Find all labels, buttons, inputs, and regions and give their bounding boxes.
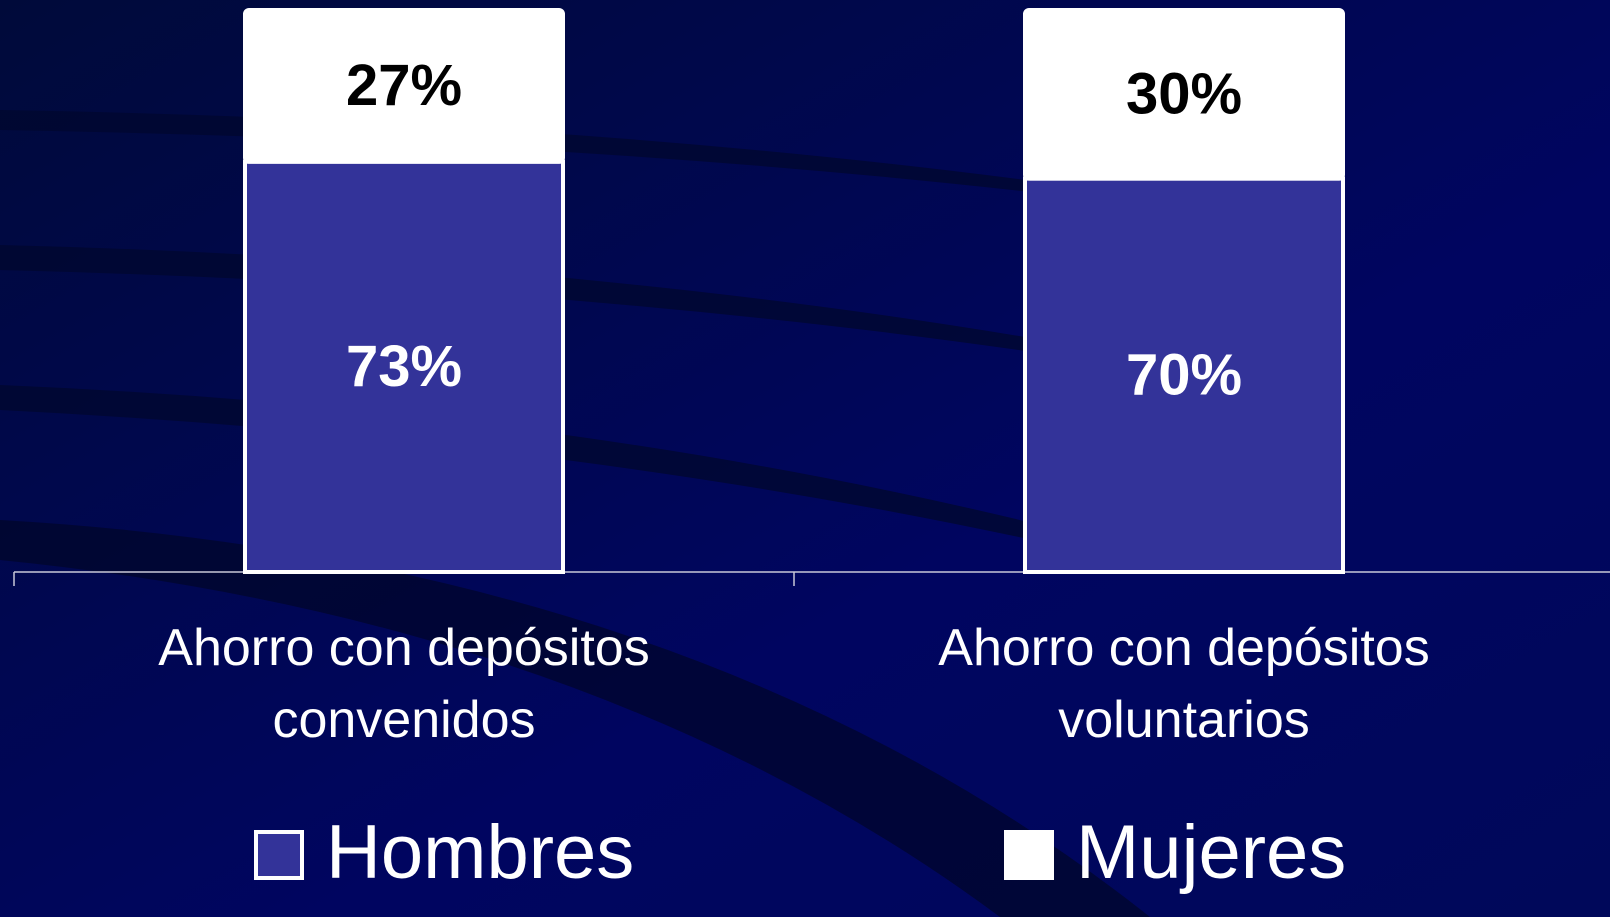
legend-marker: [254, 830, 304, 880]
legend-label: Hombres: [326, 810, 634, 895]
bar-segment: [1023, 176, 1345, 574]
value-label: 27%: [346, 53, 462, 118]
value-label: 73%: [346, 334, 462, 399]
x-tick-label: Ahorro con depósitos convenidos: [158, 619, 650, 749]
x-tick-label: Ahorro con depósitos voluntarios: [938, 619, 1430, 749]
value-label: 30%: [1126, 62, 1242, 127]
legend-label: Mujeres: [1076, 810, 1346, 895]
bar-segment: [1023, 8, 1345, 181]
bar-segment: [243, 8, 565, 164]
legend-marker: [1004, 830, 1054, 880]
swoosh: [0, 520, 1150, 917]
value-label: 70%: [1126, 343, 1242, 408]
